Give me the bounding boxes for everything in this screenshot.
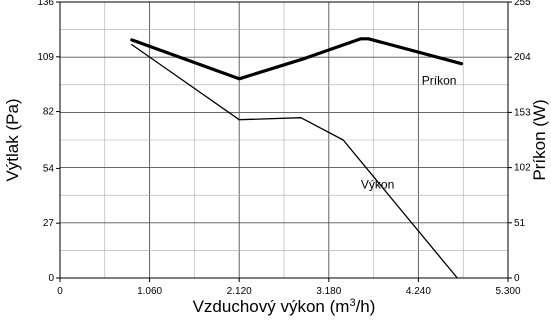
y-left-tick-label: 82 <box>43 107 55 118</box>
grid <box>60 2 508 278</box>
series-label-prikon: Príkon <box>422 73 457 87</box>
series <box>130 37 464 279</box>
x-tick-label: 0 <box>57 286 63 297</box>
x-tick-label: 4.240 <box>406 286 431 297</box>
x-axis-title-main: Vzduchový výkon (m <box>193 297 350 316</box>
series-line-prikon <box>130 37 464 81</box>
y-axis-right-title: Príkon (W) <box>530 99 549 180</box>
plot-frame <box>59 1 509 279</box>
y-left-tick-label: 54 <box>43 163 55 174</box>
y-left-tick-label: 0 <box>48 273 54 284</box>
y-right-tick-label: 204 <box>514 52 531 63</box>
y-left-tick-label: 27 <box>43 218 55 229</box>
y-right-tick-label: 153 <box>514 107 531 118</box>
x-axis-title: Vzduchový výkon (m3/h) <box>193 297 376 316</box>
ticks: 0 1.060 2.120 3.180 4.240 5.300 0 27 54 82 109 136 0… <box>37 0 531 297</box>
x-axis-title-tail: /h) <box>356 297 376 316</box>
y-left-tick-label: 109 <box>37 52 54 63</box>
x-tick-label: 1.060 <box>137 286 162 297</box>
y-axis-left-title: Výtlak (Pa) <box>3 98 22 181</box>
x-tick-label: 3.180 <box>316 286 341 297</box>
x-axis-title-sup: 3 <box>349 297 355 309</box>
series-line-vykon <box>131 43 458 279</box>
y-right-tick-label: 102 <box>514 163 531 174</box>
y-right-tick-label: 51 <box>514 218 526 229</box>
y-right-tick-label: 0 <box>514 273 520 284</box>
x-tick-label: 2.120 <box>227 286 252 297</box>
series-label-vykon: Výkon <box>361 178 394 192</box>
y-right-tick-label: 255 <box>514 0 531 8</box>
x-tick-label: 5.300 <box>495 286 520 297</box>
labels: Príkon Výkon <box>361 73 457 191</box>
y-left-tick-label: 136 <box>37 0 54 8</box>
